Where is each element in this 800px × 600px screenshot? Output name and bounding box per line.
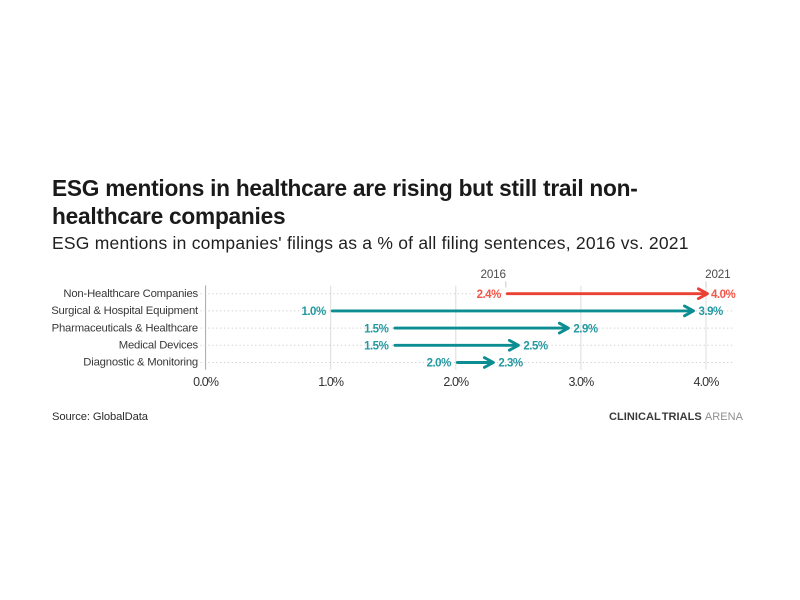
svg-text:1.5%: 1.5%: [364, 341, 388, 353]
svg-text:3.0%: 3.0%: [568, 375, 594, 389]
svg-text:1.0%: 1.0%: [301, 306, 325, 318]
svg-text:3.9%: 3.9%: [699, 306, 723, 318]
svg-text:Diagnostic & Monitoring: Diagnostic & Monitoring: [83, 357, 198, 369]
svg-text:Pharmaceuticals & Healthcare: Pharmaceuticals & Healthcare: [52, 322, 198, 334]
svg-text:Non-Healthcare Companies: Non-Healthcare Companies: [63, 288, 198, 300]
svg-text:2021: 2021: [705, 268, 730, 281]
svg-text:2016: 2016: [480, 268, 505, 281]
svg-text:2.0%: 2.0%: [427, 358, 451, 370]
svg-text:2.0%: 2.0%: [443, 375, 469, 389]
svg-text:2.9%: 2.9%: [573, 323, 597, 335]
svg-text:2.5%: 2.5%: [523, 341, 547, 353]
svg-text:0.0%: 0.0%: [193, 375, 219, 389]
svg-text:2.3%: 2.3%: [498, 358, 522, 370]
svg-text:4.0%: 4.0%: [711, 289, 735, 301]
svg-text:1.0%: 1.0%: [318, 375, 344, 389]
svg-text:Surgical & Hospital Equipment: Surgical & Hospital Equipment: [51, 305, 199, 317]
svg-text:4.0%: 4.0%: [694, 375, 720, 389]
svg-text:1.5%: 1.5%: [364, 323, 388, 335]
svg-text:Medical Devices: Medical Devices: [119, 340, 199, 352]
svg-text:2.4%: 2.4%: [477, 289, 501, 301]
